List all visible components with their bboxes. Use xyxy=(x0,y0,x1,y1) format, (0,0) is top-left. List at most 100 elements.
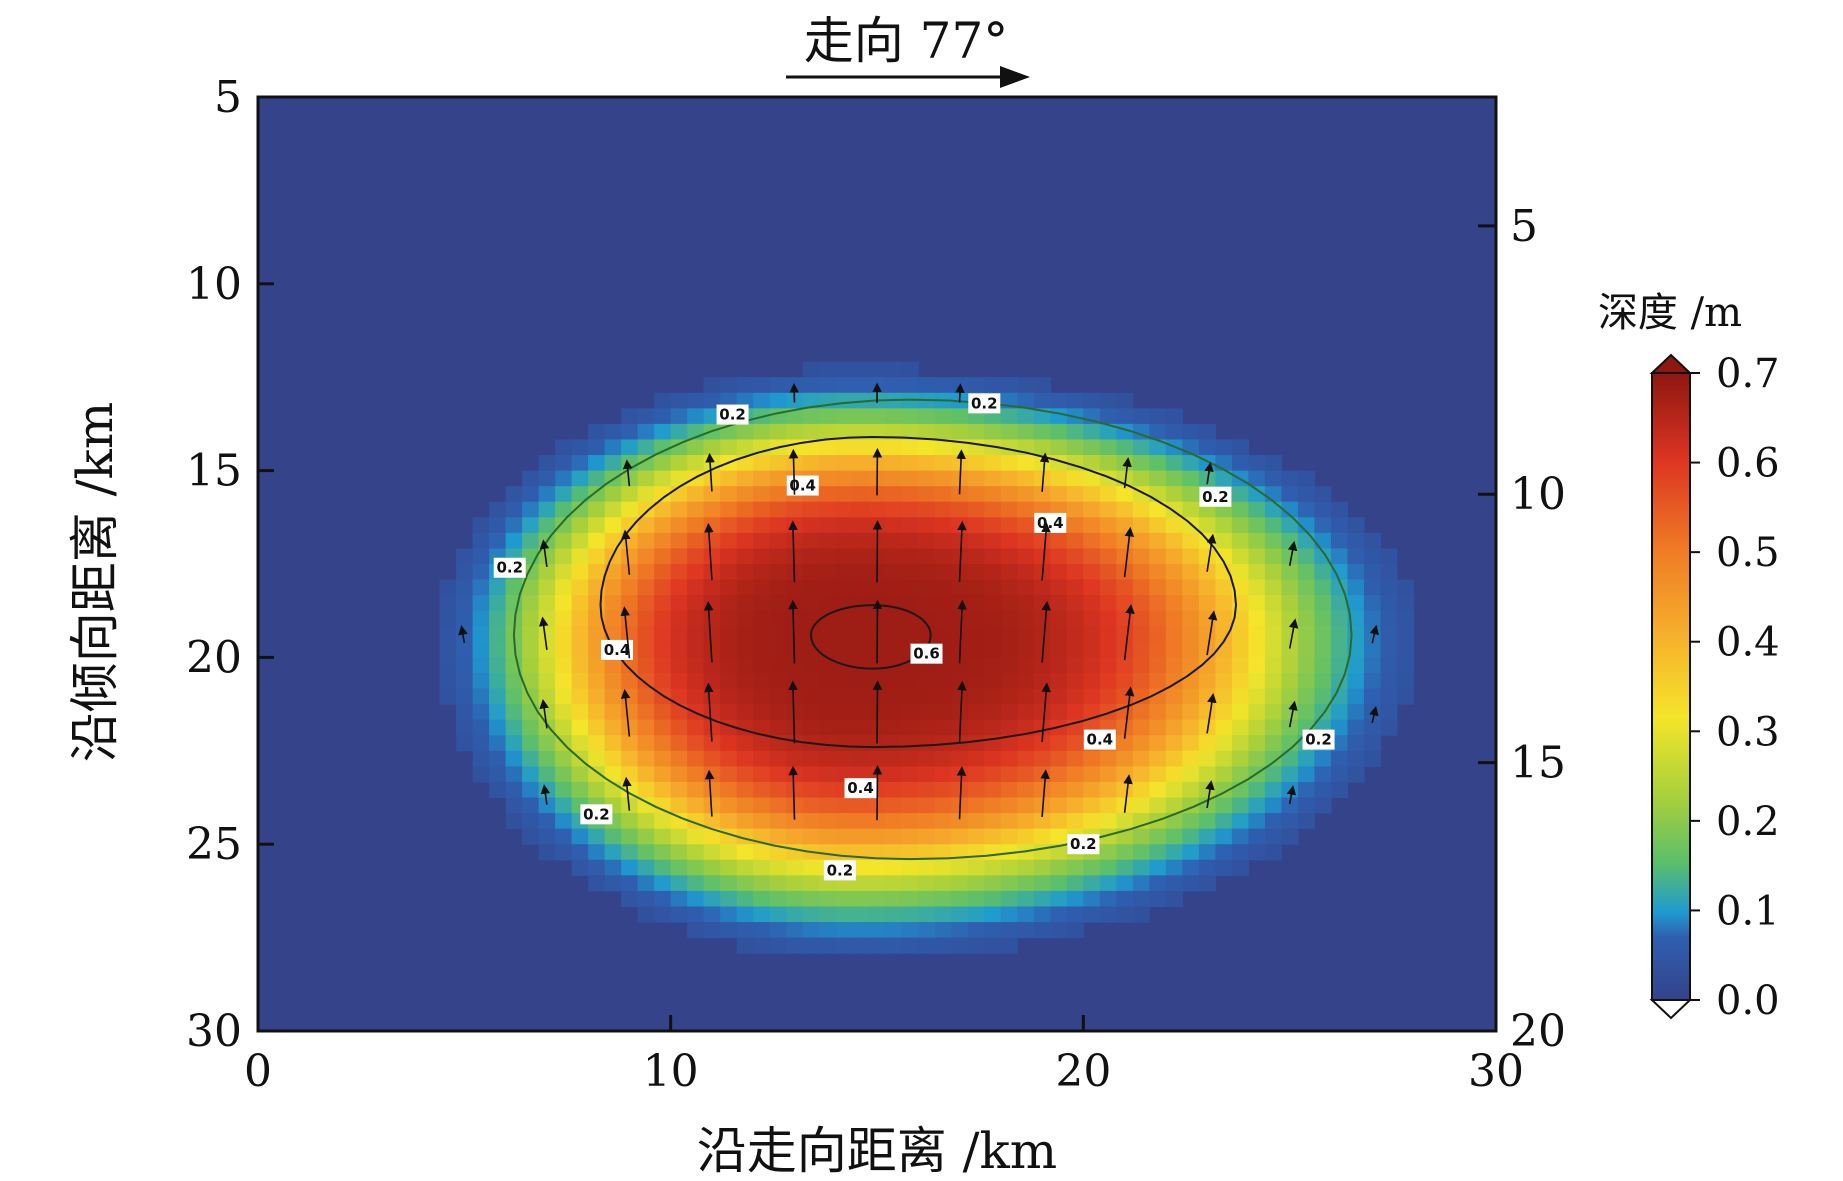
heatmap-cell xyxy=(522,704,540,721)
heatmap-cell xyxy=(538,486,556,503)
heatmap-cell xyxy=(918,455,936,472)
heatmap-cell xyxy=(555,704,573,721)
heatmap-cell xyxy=(769,423,787,441)
heatmap-cell xyxy=(769,392,787,409)
heatmap-cell xyxy=(1099,859,1117,876)
heatmap-cell xyxy=(951,875,969,892)
heatmap-cell xyxy=(802,423,820,441)
heatmap-cell xyxy=(769,377,787,394)
heatmap-cell xyxy=(1066,392,1084,409)
heatmap-cell xyxy=(1000,517,1018,534)
slip-vector-arrow xyxy=(1286,785,1297,805)
heatmap-cell xyxy=(456,688,474,705)
slip-vector-arrow xyxy=(872,680,883,744)
heatmap-cell xyxy=(984,719,1002,736)
heatmap-cell xyxy=(753,735,771,752)
heatmap-cell xyxy=(769,797,787,814)
heatmap-cell xyxy=(571,455,589,472)
colorbar-gradient xyxy=(1651,372,1691,1001)
contour-label-bg xyxy=(910,643,943,664)
heatmap-cell xyxy=(918,859,936,876)
slip-vector-arrow xyxy=(956,449,966,495)
heatmap-cell xyxy=(1347,626,1365,643)
heatmap-cell xyxy=(1215,688,1233,705)
heatmap-cell xyxy=(934,890,952,908)
heatmap-cell xyxy=(1231,517,1249,534)
heatmap-cell xyxy=(1215,470,1233,487)
heatmap-cell xyxy=(1314,626,1332,643)
heatmap-cell xyxy=(934,781,952,799)
heatmap-cell xyxy=(1231,750,1249,767)
heatmap-cell xyxy=(819,564,837,581)
heatmap-cell xyxy=(538,844,556,861)
heatmap-cell xyxy=(835,455,853,472)
heatmap-cell xyxy=(1149,564,1167,581)
heatmap-cell xyxy=(1215,766,1233,783)
heatmap-cell xyxy=(687,906,705,923)
heatmap-cell xyxy=(1017,766,1035,783)
heatmap-cell xyxy=(835,688,853,705)
heatmap-cell xyxy=(885,486,903,503)
heatmap-cell xyxy=(1231,548,1249,565)
heatmap-cell xyxy=(819,750,837,767)
heatmap-cell xyxy=(1248,595,1266,612)
heatmap-cell xyxy=(1297,595,1316,612)
heatmap-cell xyxy=(786,548,804,565)
heatmap-cell xyxy=(1231,501,1249,518)
heatmap-cell xyxy=(901,439,919,456)
heatmap-cell xyxy=(1363,719,1382,736)
heatmap-cell xyxy=(1165,579,1183,596)
heatmap-cell xyxy=(1330,766,1349,783)
heatmap-cell xyxy=(819,439,837,456)
heatmap-cell xyxy=(637,641,655,658)
heatmap-cell xyxy=(951,423,969,441)
heatmap-cell xyxy=(720,501,738,518)
heatmap-cell xyxy=(1363,610,1382,627)
heatmap-cell xyxy=(1380,564,1398,581)
heatmap-cell xyxy=(654,657,672,674)
heatmap-cell xyxy=(439,641,457,658)
heatmap-cell xyxy=(918,423,936,441)
contour-label: 0.4 xyxy=(1034,512,1067,533)
contour-label-text: 0.2 xyxy=(971,394,998,412)
heatmap-cell xyxy=(802,704,820,721)
heatmap-cell xyxy=(1017,392,1035,409)
heatmap-cell xyxy=(1363,641,1382,658)
heatmap-cell xyxy=(456,719,474,736)
heatmap-cell xyxy=(621,797,639,814)
right-y-tick-label: 15 xyxy=(1510,738,1566,789)
heatmap-cell xyxy=(1050,704,1068,721)
heatmap-cell xyxy=(1149,610,1167,627)
heatmap-cell xyxy=(703,408,721,425)
heatmap-cell xyxy=(1099,813,1117,830)
contour-label: 0.6 xyxy=(910,643,943,664)
heatmap-cell xyxy=(522,828,540,845)
heatmap-cell xyxy=(604,688,622,705)
contour-label-bg xyxy=(601,639,634,660)
heatmap-cell xyxy=(1050,735,1068,752)
heatmap-cell xyxy=(852,688,870,705)
heatmap-cell xyxy=(885,470,903,487)
heatmap-cell xyxy=(967,859,985,876)
heatmap-cell xyxy=(621,579,639,596)
heatmap-cell xyxy=(670,408,688,425)
heatmap-cell xyxy=(456,735,474,752)
heatmap-cell xyxy=(687,626,705,643)
heatmap-cell xyxy=(1165,657,1183,674)
heatmap-cell xyxy=(1050,797,1068,814)
heatmap-cell xyxy=(1165,750,1183,767)
heatmap-cell xyxy=(1182,610,1200,627)
heatmap-cell xyxy=(1264,455,1283,472)
heatmap-cell xyxy=(1066,859,1084,876)
heatmap-cell xyxy=(1033,439,1051,456)
heatmap-cell xyxy=(819,532,837,550)
heatmap-cell xyxy=(802,595,820,612)
heatmap-cell xyxy=(918,688,936,705)
heatmap-cell xyxy=(934,595,952,612)
heatmap-cell xyxy=(522,470,540,487)
slip-vector-arrow xyxy=(1204,461,1214,485)
heatmap-cell xyxy=(1380,595,1398,612)
heatmap-cell xyxy=(1297,781,1316,799)
heatmap-cell xyxy=(802,579,820,596)
slip-vector-arrow xyxy=(458,625,468,643)
